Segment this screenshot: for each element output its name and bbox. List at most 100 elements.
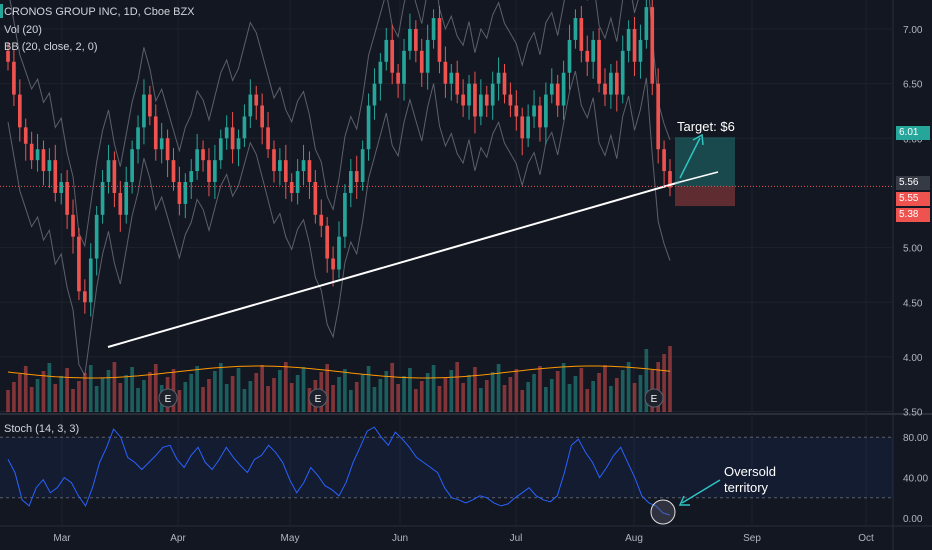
candle-body (348, 171, 353, 193)
volume-bar (555, 371, 560, 412)
volume-bar (207, 379, 211, 412)
target-zone (675, 137, 735, 187)
candle-body (242, 116, 247, 139)
candle-body (177, 182, 182, 204)
volume-bar (325, 364, 330, 412)
volume-bar (12, 382, 16, 412)
candle-body (136, 127, 140, 150)
volume-bar (526, 382, 530, 412)
volume-bar (142, 380, 146, 412)
volume-bar (248, 381, 253, 412)
candle-body (579, 18, 584, 51)
candle-body (496, 72, 501, 84)
candle-body (59, 182, 64, 193)
candles (6, 0, 672, 317)
volume-bar (118, 383, 123, 412)
legend-vol[interactable]: Vol (20) (4, 24, 42, 36)
legend-stoch[interactable]: Stoch (14, 3, 3) (4, 423, 80, 435)
candle-body (544, 94, 548, 128)
volume-bar (490, 372, 495, 412)
candle-body (183, 182, 188, 204)
candle-body (360, 149, 365, 183)
candle-body (354, 171, 359, 183)
candle-body (47, 160, 52, 172)
volume-bar (136, 388, 140, 412)
candle-body (419, 50, 424, 73)
price-badge-close: 5.55 (896, 192, 930, 206)
volume-bar (230, 376, 235, 412)
candle-body (443, 61, 448, 84)
candle-body (632, 29, 637, 62)
earnings-marker (158, 388, 178, 408)
volume-bar (662, 354, 666, 412)
stochastic-pane (0, 426, 893, 516)
volume-bar (644, 349, 649, 412)
candle-body (112, 160, 117, 193)
candle-body (83, 291, 87, 303)
candle-body (71, 214, 75, 237)
candle-body (153, 116, 158, 150)
volume-bar (35, 379, 40, 412)
volume-bar (520, 390, 525, 412)
volume-bar (177, 390, 182, 412)
candle-body (343, 192, 347, 237)
volume-bar (502, 385, 507, 412)
candle-body (236, 138, 241, 150)
candle-body (597, 39, 601, 84)
candle-body (366, 105, 371, 150)
candle-body (437, 18, 442, 62)
volume-bar (189, 374, 194, 412)
candle-body (12, 61, 16, 95)
candle-body (165, 138, 170, 161)
candle-body (644, 7, 649, 40)
candle-body (189, 171, 194, 183)
candle-body (130, 149, 134, 183)
volume-bar (579, 368, 584, 412)
volume-bar (100, 378, 105, 412)
volume-bar (348, 390, 353, 412)
stoch-tick-label: 80.00 (903, 433, 928, 444)
volume-bar (29, 387, 34, 412)
time-tick-label: Jun (392, 533, 408, 544)
candle-body (207, 160, 211, 183)
volume-bar (224, 384, 229, 412)
candle-body (35, 149, 40, 161)
candle-body (106, 160, 111, 183)
legend-symbol[interactable]: CRONOS GROUP INC, 1D, Cboe BZX (4, 6, 195, 18)
price-tick-label: 4.50 (903, 298, 923, 309)
candle-body (609, 72, 613, 95)
volume-bar (372, 387, 377, 412)
volume-bar (461, 383, 465, 412)
candle-body (384, 39, 389, 62)
volume-bar (266, 386, 270, 412)
volume-bar (408, 368, 412, 412)
oversold-highlight (650, 499, 676, 525)
volume-bar (6, 390, 10, 412)
candle-body (94, 214, 99, 259)
candle-body (408, 29, 412, 51)
candle-body (425, 39, 430, 73)
candle-body (502, 72, 507, 95)
volume-ma-line (7, 365, 671, 379)
candle-body (88, 258, 93, 303)
earnings-marker (644, 388, 664, 408)
volume-bar (295, 375, 300, 412)
volume-bar (473, 367, 477, 412)
volume-bar (17, 374, 22, 412)
price-tick-label: 4.00 (903, 353, 923, 364)
candle-body (591, 39, 595, 62)
volume-bar (419, 381, 424, 412)
candle-body (331, 258, 335, 270)
candle-body (289, 182, 294, 193)
volume-bar (425, 373, 430, 412)
legend-bb[interactable]: BB (20, close, 2, 0) (4, 41, 98, 53)
trendline (107, 181, 681, 348)
candle-body (6, 50, 10, 62)
volume-bar (467, 375, 471, 412)
candle-body (520, 116, 525, 139)
target-label: Target: $6 (677, 119, 735, 134)
volume-bar (638, 375, 643, 412)
volume-bar (254, 373, 259, 412)
candle-body (159, 138, 164, 150)
